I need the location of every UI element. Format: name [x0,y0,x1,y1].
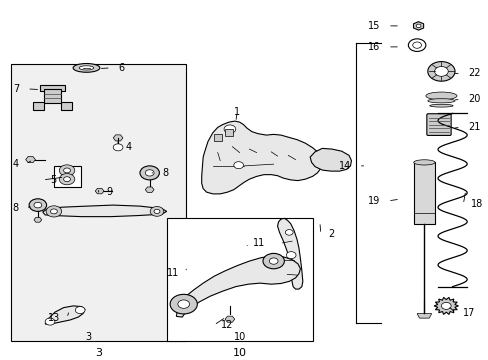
Polygon shape [224,316,234,322]
Circle shape [63,168,70,173]
Polygon shape [176,256,300,317]
Bar [54,166,81,187]
Circle shape [233,162,243,169]
Bar [33,102,43,110]
Circle shape [140,166,159,180]
Circle shape [29,199,46,211]
Circle shape [269,258,278,264]
Polygon shape [145,187,154,192]
Bar [213,134,221,141]
Polygon shape [42,205,166,217]
Circle shape [170,294,197,314]
Circle shape [150,207,163,216]
Bar [224,129,232,136]
Text: 20: 20 [467,94,480,104]
Text: 4: 4 [12,159,19,169]
Polygon shape [34,217,41,222]
Text: 1: 1 [234,107,240,117]
Ellipse shape [429,104,452,107]
Circle shape [263,253,284,269]
Circle shape [178,300,189,308]
Circle shape [427,62,454,81]
Text: 18: 18 [469,199,482,210]
Bar [166,219,312,341]
Circle shape [434,67,447,76]
Polygon shape [26,157,35,163]
Circle shape [75,307,85,314]
Text: 2: 2 [327,229,334,239]
Circle shape [145,170,154,176]
Text: 14: 14 [339,161,351,171]
Polygon shape [201,121,322,194]
Bar [61,102,72,110]
Polygon shape [433,297,458,314]
Text: 21: 21 [467,122,480,132]
Circle shape [50,209,57,214]
Text: 12: 12 [221,320,233,330]
Text: 11: 11 [166,267,179,278]
Bar [43,89,61,103]
Bar [11,64,186,341]
Circle shape [441,302,450,309]
Text: 16: 16 [367,42,380,52]
Text: 9: 9 [106,187,112,197]
Text: 7: 7 [14,84,20,94]
Ellipse shape [413,160,434,165]
Ellipse shape [73,63,100,72]
Text: 3: 3 [95,348,102,358]
Text: 3: 3 [85,332,91,342]
Text: 4: 4 [125,141,131,152]
Circle shape [286,252,295,258]
Circle shape [154,209,160,213]
Text: 8: 8 [163,168,168,178]
Text: 15: 15 [367,21,380,31]
Circle shape [45,318,55,325]
Polygon shape [45,306,85,324]
Circle shape [59,165,75,176]
Text: 19: 19 [367,196,380,206]
Bar [413,162,434,224]
Circle shape [224,125,235,133]
Circle shape [34,202,41,208]
Circle shape [113,144,122,151]
Text: 10: 10 [232,348,246,358]
Polygon shape [416,314,431,318]
Circle shape [63,177,70,182]
Text: 17: 17 [462,308,475,318]
Circle shape [59,174,75,185]
Bar [40,85,64,91]
Polygon shape [95,188,104,194]
Text: 6: 6 [118,63,124,73]
Text: 13: 13 [47,313,60,323]
Ellipse shape [425,92,456,100]
Circle shape [412,42,421,48]
Ellipse shape [427,99,454,103]
Circle shape [407,39,425,51]
Circle shape [285,230,292,235]
Text: 10: 10 [233,332,245,342]
Circle shape [415,24,420,28]
Ellipse shape [79,66,94,70]
Polygon shape [113,135,122,141]
Polygon shape [277,219,302,289]
Text: 5: 5 [50,175,56,185]
Polygon shape [309,148,351,171]
Text: 8: 8 [12,203,19,213]
Text: 22: 22 [467,68,480,78]
Text: 11: 11 [253,238,265,248]
Polygon shape [413,22,423,30]
Circle shape [46,206,61,217]
FancyBboxPatch shape [426,114,450,135]
